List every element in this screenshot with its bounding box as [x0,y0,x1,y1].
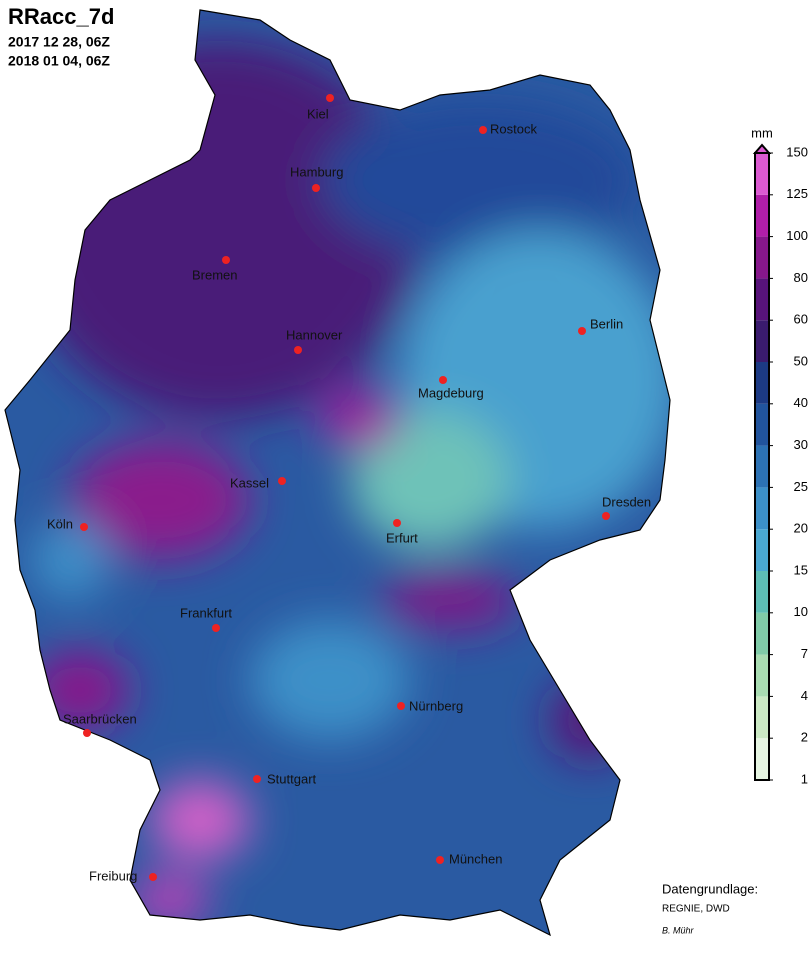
colorbar-label: 7 [801,646,808,661]
colorbar-band [755,487,769,530]
city-label: München [449,851,502,866]
author: B. Mühr [662,925,695,935]
city-dot [397,702,405,710]
source-label: Datengrundlage: [662,881,758,896]
city-dot [312,184,320,192]
colorbar-band [755,278,769,321]
precipitation-field [5,10,670,935]
city-dot [439,376,447,384]
colorbar-band [755,738,769,780]
colorbar-label: 20 [794,521,808,536]
colorbar-label: 80 [794,270,808,285]
colorbar-label: 10 [794,604,808,619]
city-dot [294,346,302,354]
colorbar-band [755,571,769,613]
city-dot [393,519,401,527]
city-dot [83,729,91,737]
city-dot [436,856,444,864]
colorbar-band [755,194,769,237]
city-label: Hamburg [290,164,343,179]
colorbar-label: 150 [786,144,808,159]
colorbar-label: 60 [794,312,808,327]
colorbar-band [755,362,769,404]
city-label: Dresden [602,494,651,509]
colorbar-label: 4 [801,688,808,703]
colorbar-band [755,320,769,362]
city-dot [479,126,487,134]
source: REGNIE, DWD [662,904,730,915]
city-dot [149,873,157,881]
city-dot [578,327,586,335]
colorbar-label: 2 [801,730,808,745]
colorbar-label: 30 [794,437,808,452]
colorbar-band [755,529,769,571]
city-label: Kassel [230,475,269,490]
colorbar-band [755,612,769,655]
city-label: Bremen [192,267,238,282]
city-dot [212,624,220,632]
city-dot [253,775,261,783]
start-time: 2017 12 28, 06Z [8,34,110,50]
colorbar-unit: mm [751,125,773,140]
colorbar-band [755,236,769,279]
city-dot [278,477,286,485]
city-label: Berlin [590,316,623,331]
city-label: Magdeburg [418,385,484,400]
colorbar-label: 25 [794,479,808,494]
colorbar-band [755,654,769,697]
colorbar-arrow [752,143,772,154]
city-label: Nürnberg [409,698,463,713]
border [4,9,671,937]
city-label: Rostock [490,121,537,136]
colorbar-band [755,403,769,446]
colorbar-band [755,445,769,488]
city-label: Frankfurt [180,605,232,620]
city-label: Kiel [307,106,329,121]
end-time: 2018 01 04, 06Z [8,53,110,69]
city-label: Freiburg [89,868,137,883]
colorbar-label: 40 [794,395,808,410]
colorbar-label: 50 [794,353,808,368]
city-dot [80,523,88,531]
colorbar-label: 1 [801,771,808,786]
title: RRacc_7d [8,4,114,29]
colorbar: mm 1 2 4 7 10 15 20 25 30 40 50 60 80 100 125 150 [751,125,808,786]
city-dot [326,94,334,102]
city-dot [602,512,610,520]
city-label: Hannover [286,327,343,342]
city-label: Saarbrücken [63,711,137,726]
city-label: Erfurt [386,530,418,545]
colorbar-label: 100 [786,228,808,243]
colorbar-label: 125 [786,186,808,201]
city-label: Stuttgart [267,771,317,786]
colorbar-label: 15 [794,562,808,577]
city-dot [222,256,230,264]
colorbar-band [755,153,769,195]
cities: Kiel Rostock Hamburg Bremen Hannover Ber… [47,94,651,883]
colorbar-band [755,696,769,739]
city-label: Köln [47,516,73,531]
